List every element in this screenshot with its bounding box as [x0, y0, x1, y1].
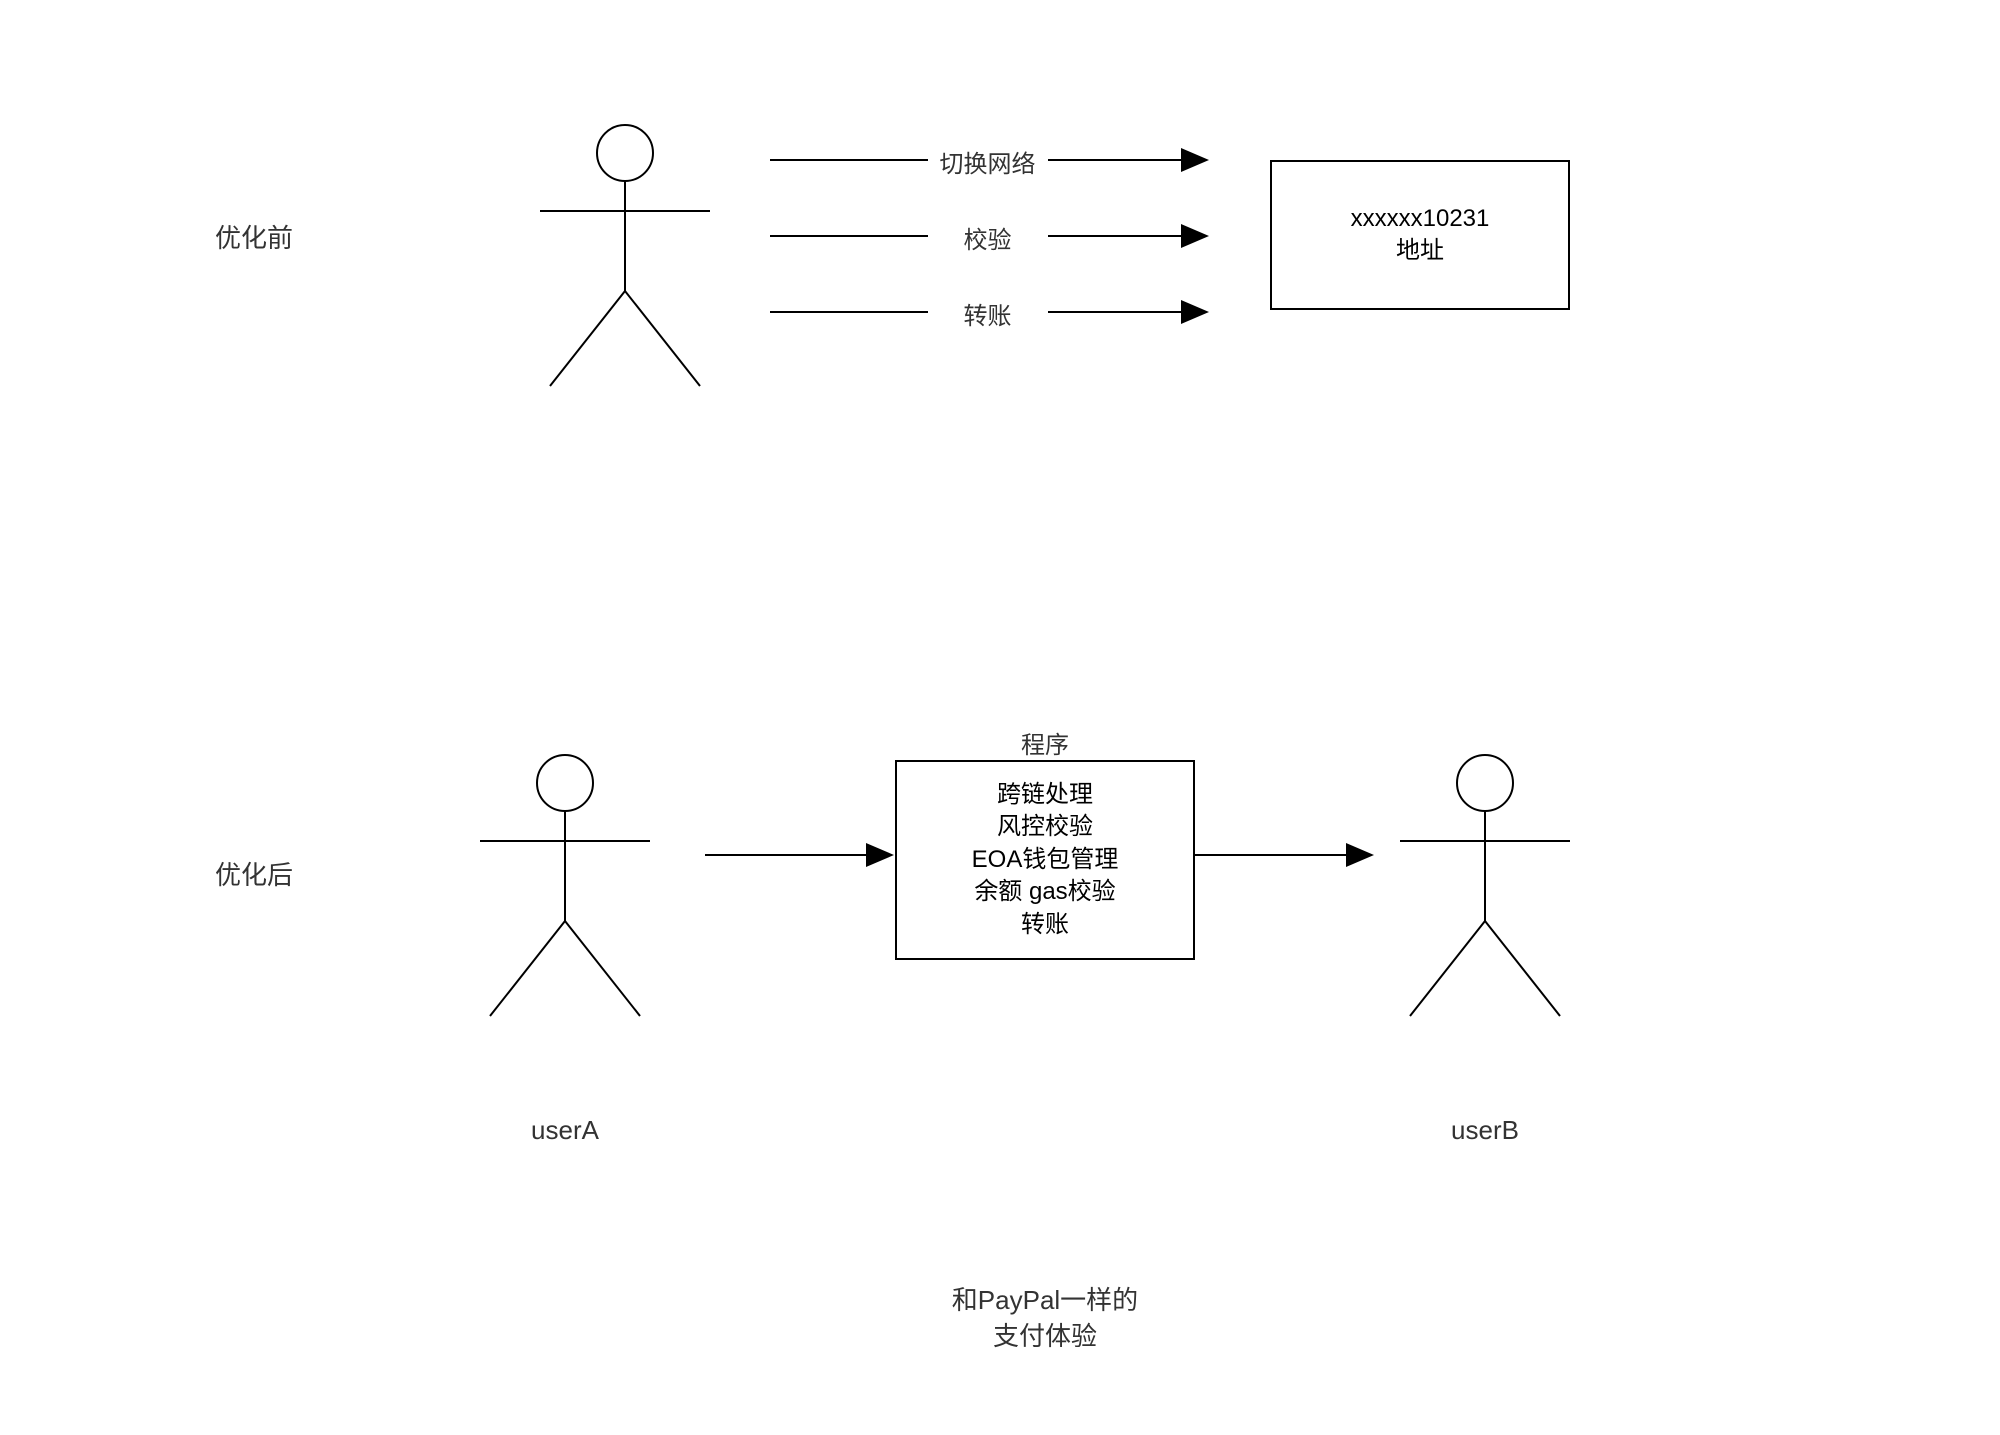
diagram-canvas: [0, 0, 2000, 1435]
arrow-label-before-2: 转账: [928, 296, 1048, 331]
program-box-line: 余额 gas校验: [974, 876, 1115, 908]
target-box: xxxxxx10231地址: [1270, 160, 1570, 310]
arrow-label-before-1: 校验: [928, 220, 1048, 255]
actor-right-label: userB: [1425, 1115, 1545, 1146]
program-box-line: 转账: [1021, 909, 1069, 941]
program-title: 程序: [985, 725, 1105, 760]
label-before: 优化前: [215, 218, 293, 255]
actor-left-label: userA: [505, 1115, 625, 1146]
target-box-line: 地址: [1396, 235, 1444, 267]
program-box-line: 跨链处理: [997, 779, 1093, 811]
program-box-line: EOA钱包管理: [972, 844, 1119, 876]
label-after: 优化后: [215, 855, 293, 892]
program-box-line: 风控校验: [997, 811, 1093, 843]
arrow-label-before-0: 切换网络: [928, 144, 1048, 179]
footer-line-1: 支付体验: [895, 1316, 1195, 1353]
target-box-line: xxxxxx10231: [1351, 203, 1490, 235]
footer-line-0: 和PayPal一样的: [895, 1280, 1195, 1317]
program-box: 跨链处理风控校验EOA钱包管理余额 gas校验转账: [895, 760, 1195, 960]
